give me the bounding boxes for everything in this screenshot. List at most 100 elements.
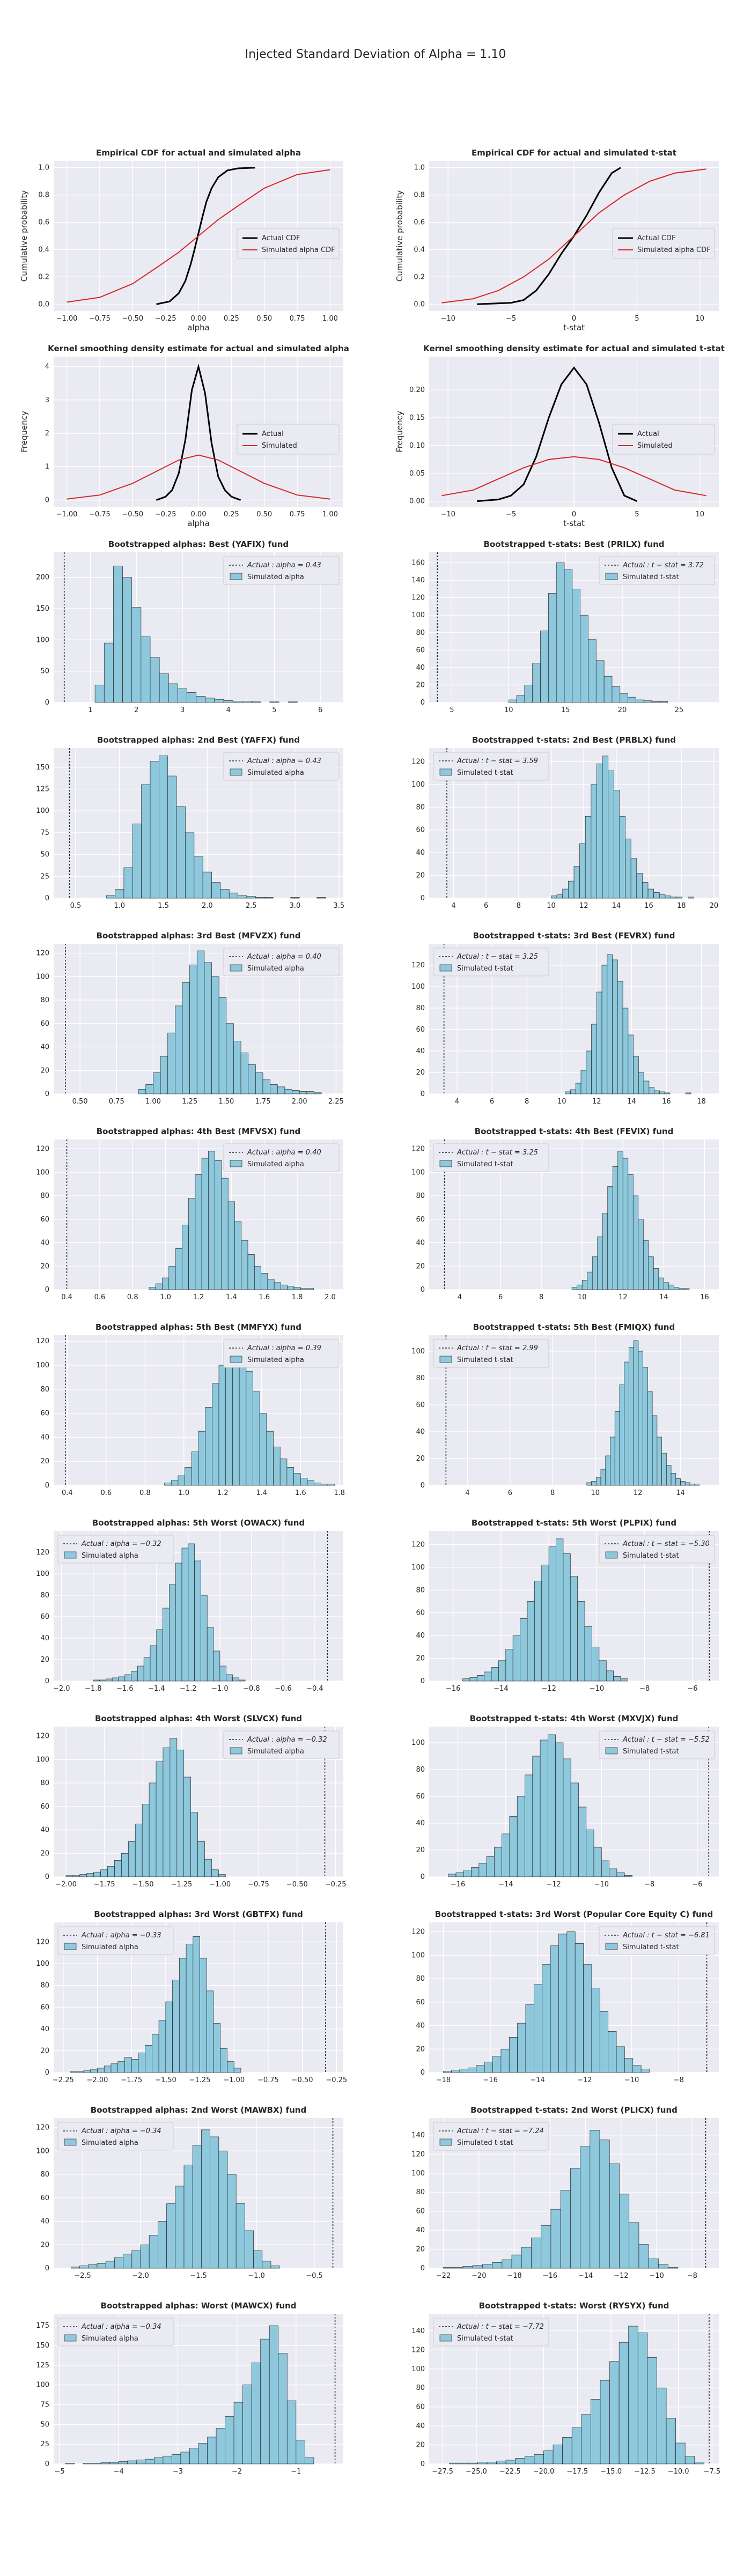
histogram-bar (239, 1355, 247, 1486)
histogram-bar (577, 1284, 583, 1290)
histogram-bar (571, 2427, 582, 2464)
x-tick-label: 4 (465, 1489, 469, 1497)
histogram-bar (149, 2235, 158, 2269)
x-tick-label: −10 (440, 510, 455, 519)
y-tick-label: 1.0 (414, 164, 425, 172)
y-tick-label: 20 (40, 1262, 49, 1270)
legend-label-actual: Actual : alpha = −0.33 (81, 1931, 161, 1940)
histogram-bar (269, 2325, 279, 2464)
histogram-bar (233, 2068, 241, 2073)
y-tick-label: 60 (416, 826, 425, 834)
y-tick-label: 120 (411, 758, 425, 766)
x-tick-label: 1.00 (322, 315, 338, 323)
histogram-bar (476, 1675, 484, 1682)
x-tick-label: 0.00 (191, 510, 207, 519)
y-tick-label: 80 (40, 1592, 49, 1600)
histogram-bar (205, 1407, 212, 1486)
histogram-bar (293, 1473, 301, 1486)
legend-swatch-simulated (64, 1943, 77, 1950)
histogram-bar (606, 1670, 614, 1682)
histogram-bar (494, 1847, 503, 1877)
x-tick-label: 14 (676, 1489, 685, 1497)
x-tick-label: 2.00 (292, 1098, 307, 1106)
histogram-bar (619, 2342, 629, 2464)
histogram-bar (167, 775, 177, 899)
y-tick-label: 40 (40, 1634, 49, 1642)
y-tick-label: 120 (411, 2150, 425, 2158)
y-tick-label: 20 (416, 1655, 425, 1663)
histogram-bar (238, 895, 247, 899)
y-tick-label: 40 (416, 1632, 425, 1640)
histogram-bar (193, 1936, 200, 2073)
x-tick-label: 0.50 (72, 1098, 88, 1106)
y-tick-label: 0.2 (414, 273, 425, 281)
series-line-actual (156, 363, 241, 501)
histogram-bar (597, 1237, 603, 1290)
histogram-bar (186, 1944, 194, 2073)
y-tick-label: 120 (36, 1733, 49, 1741)
x-tick-label: −2.0 (53, 1685, 70, 1693)
histogram-bar (613, 790, 620, 899)
histogram-bar (443, 2071, 452, 2073)
histogram-bar (218, 1365, 226, 1486)
histogram-bar (185, 832, 195, 899)
y-tick-label: 0 (421, 1873, 425, 1881)
x-tick-label: 1.4 (226, 1293, 237, 1301)
x-tick-label: −0.75 (89, 510, 111, 519)
x-tick-label: −12 (614, 2272, 628, 2280)
histogram-bar (97, 2068, 105, 2073)
x-tick-label: 0.6 (101, 1489, 112, 1497)
histogram-bar (468, 2462, 478, 2464)
x-tick-label: −10 (624, 2076, 639, 2084)
subplot-title: Bootstrapped alphas: 4th Worst (SLVCX) f… (95, 1714, 302, 1723)
y-tick-label: 40 (40, 1433, 49, 1441)
y-tick-label: 0.0 (414, 300, 425, 308)
y-tick-label: 160 (411, 559, 425, 567)
histogram-bar (229, 892, 238, 899)
histogram-bar (197, 1841, 205, 1877)
x-tick-label: 10 (557, 1098, 566, 1106)
histogram-bar (241, 1240, 248, 1290)
histogram-bar (562, 2437, 572, 2464)
x-tick-label: 6 (484, 902, 488, 910)
x-tick-label: 8 (517, 902, 521, 910)
y-tick-label: 20 (416, 1069, 425, 1077)
histogram-bar (580, 2146, 591, 2269)
histogram-bar (316, 897, 326, 899)
histogram-bar (227, 1201, 235, 1290)
y-tick-label: 75 (40, 2401, 49, 2409)
x-tick-label: 0.75 (109, 1098, 124, 1106)
histogram-bar (560, 2190, 571, 2269)
x-tick-label: 16 (662, 1098, 671, 1106)
y-tick-label: 60 (416, 1216, 425, 1224)
legend-swatch-simulated (439, 1356, 452, 1363)
histogram-bar (266, 1431, 274, 1486)
histogram-bar (600, 2380, 610, 2464)
histogram-bar (648, 2258, 659, 2269)
histogram-bar (163, 1748, 171, 1877)
histogram-bar (608, 771, 614, 899)
x-tick-label: 0.8 (139, 1489, 151, 1497)
histogram-bar (581, 2414, 591, 2464)
y-tick-label: 80 (416, 803, 425, 811)
histogram-bar (553, 2445, 563, 2464)
subplot-4: 0.00 0.05 0.10 0.15 0.20 −10 −5 0 5 10 Kernel smoo… (395, 344, 725, 528)
subplot-18: 0 20 40 60 80 100 −16 −14 −12 −10 −8 −6 Bootstrapped… (411, 1714, 719, 1889)
histogram-bar (216, 2428, 225, 2464)
histogram-bar (617, 981, 623, 1094)
histogram-bar (610, 1437, 615, 1486)
y-tick-label: 40 (416, 2422, 425, 2430)
histogram-bar (509, 2037, 518, 2073)
histogram-bar (459, 2069, 468, 2073)
y-tick-label: 125 (36, 2362, 49, 2370)
histogram-bar (235, 2203, 245, 2269)
histogram-bar (462, 2266, 473, 2269)
histogram-bar (585, 816, 592, 899)
y-tick-label: 20 (416, 872, 425, 880)
x-tick-label: 18 (697, 1098, 706, 1106)
histogram-bar (278, 2353, 288, 2464)
histogram-bar (628, 1034, 634, 1094)
y-tick-label: 150 (36, 2342, 49, 2350)
histogram-bar (227, 2174, 237, 2269)
